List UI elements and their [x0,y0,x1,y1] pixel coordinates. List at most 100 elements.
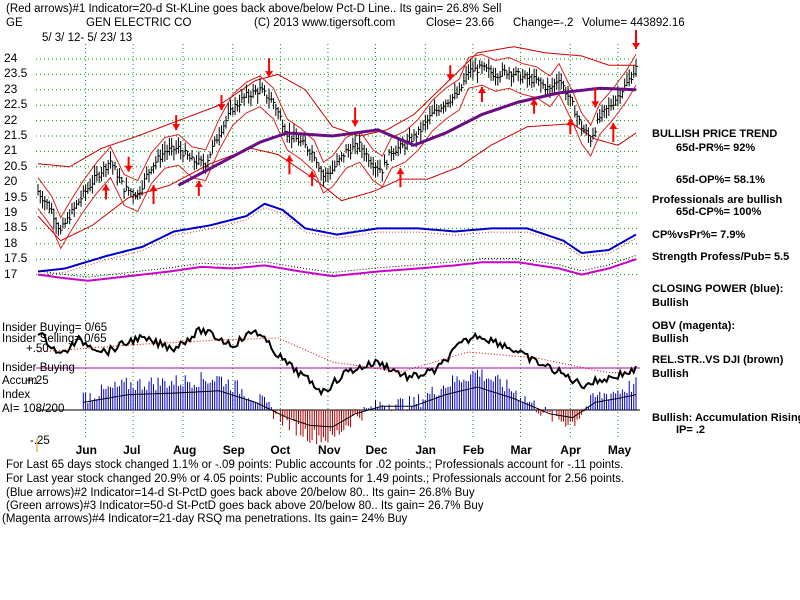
red-up-arrow [194,180,203,196]
copyright: (C) 2013 www.tigersoft.com [254,17,396,29]
y-tick-label: 19 [4,205,18,219]
arrow-head [101,184,110,191]
op-value: 65d-OP%= 58.1% [676,174,765,186]
obv-label: OBV (magenta): [652,320,736,332]
arrow-head [632,43,640,49]
arrow-head [124,165,133,172]
arrow-head [351,120,360,127]
red-up-arrow [609,123,618,142]
month-label: Dec [365,443,388,457]
y-tick-label: 18 [4,235,18,250]
summary-year: For Last year stock changed 20.9% or 4.0… [6,473,625,485]
month-label: Aug [172,443,197,457]
y-tick-label: 20.5 [4,158,28,173]
y-tick-label: 17 [4,266,18,281]
inner-upper-envelope [37,53,637,219]
symbol: GE [6,17,23,29]
month-label: Sep [222,443,245,457]
indicator-magenta: (Magenta arrows)#4 Indicator=21-day RSQ … [2,513,408,525]
insider-buying-label: Insider Buying [2,362,75,374]
arrow-head [396,168,405,175]
red-up-arrow [308,171,317,187]
y-tick-label: 22 [4,112,18,127]
red-down-arrow [124,156,133,172]
month-label: Nov [317,443,341,457]
trend-title: BULLISH PRICE TREND [652,128,778,140]
pr-value: 65d-PR%= 92% [676,142,756,154]
ip-value: IP= .2 [676,424,706,436]
volume-value: Volume= 443892.16 [582,17,685,29]
red-up-arrow [101,184,110,200]
arrow-head [609,123,618,129]
red-up-arrow [285,155,294,175]
month-label: Jan [415,443,437,457]
red-down-arrow [217,95,226,111]
arrow-head [530,98,539,105]
obv-line [37,258,637,282]
accum-plus25-label: +.25 [26,375,49,387]
red-up-arrow [477,86,486,102]
y-tick-label: 24 [4,51,18,65]
upper-band-line [37,46,636,168]
y-tick-label: 19.5 [4,189,28,204]
month-label: Mar [510,443,532,457]
summary-65day: For Last 65 days stock changed 1.1% or -… [6,459,624,471]
strength-ratio: Strength Profess/Pub= 5.5 [652,251,790,263]
obv-status: Bullish [652,333,689,345]
month-label: Feb [462,443,485,457]
company-name: GEN ELECTRIC CO [86,17,192,29]
accum-plus50-label: +.50 [26,343,49,355]
professionals-status: Professionals are bullish [652,194,783,206]
month-label: Jun [75,443,97,457]
y-tick-label: 18.5 [4,220,28,235]
closing-power-label: CLOSING POWER (blue): [652,283,784,295]
cp-value: 65d-CP%= 100% [676,206,762,218]
accum-minus25-label: -.25 [30,435,50,447]
accum-ma-line [83,386,637,428]
change-value: Change=-.2 [513,17,574,29]
red-up-arrow [149,185,158,205]
red-down-arrow [172,115,181,131]
moving-average-line [177,86,637,187]
accum-rising: Bullish: Accumulation Rising [652,412,800,424]
red-down-arrow [446,65,455,81]
red-up-arrow [566,119,575,135]
indicator-green: (Green arrows)#3 Indicator=50-d St-PctD … [6,500,484,512]
indicator-blue: (Blue arrows)#2 Indicator=14-d St-PctD g… [6,487,475,499]
insider-buying-count: Insider Buying= 0/65 [2,322,108,334]
y-tick-label: 21 [4,143,18,158]
red-down-arrow [351,107,360,127]
y-tick-label: 23.5 [4,66,28,81]
month-label: Jul [123,443,141,457]
arrow-head [285,155,294,162]
y-tick-label: 20 [4,174,18,189]
month-label: Apr [560,443,581,457]
red-down-arrow [591,88,600,108]
header-line1: (Red arrows)#1 Indicator=20-d St-KLine g… [6,3,502,15]
red-down-arrow [265,58,274,78]
close-value: Close= 23.66 [426,17,495,29]
y-tick-label: 17.5 [4,251,28,266]
index-label: Index [2,389,31,401]
red-down-arrow [632,30,640,49]
cp-vs-pr: CP%vsPr%= 7.9% [652,229,746,241]
arrow-head [194,180,203,187]
red-up-arrow [530,98,539,114]
relative-strength-ma [37,337,637,375]
y-tick-label: 23 [4,81,18,96]
arrow-head [172,124,181,131]
closing-power-line [37,202,637,273]
relative-strength-line [37,326,637,397]
accum-label: Accum [2,375,38,387]
arrow-head [591,101,600,108]
month-label: Oct [270,443,291,457]
relstr-status: Bullish [652,368,689,380]
arrow-head [265,71,274,78]
arrow-head [446,74,455,81]
date-range: 5/ 3/ 12- 5/ 23/ 13 [42,32,133,44]
arrow-head [217,104,226,111]
y-tick-label: 21.5 [4,128,28,142]
month-label: May [607,443,632,457]
closing-power-status: Bullish [652,297,689,309]
